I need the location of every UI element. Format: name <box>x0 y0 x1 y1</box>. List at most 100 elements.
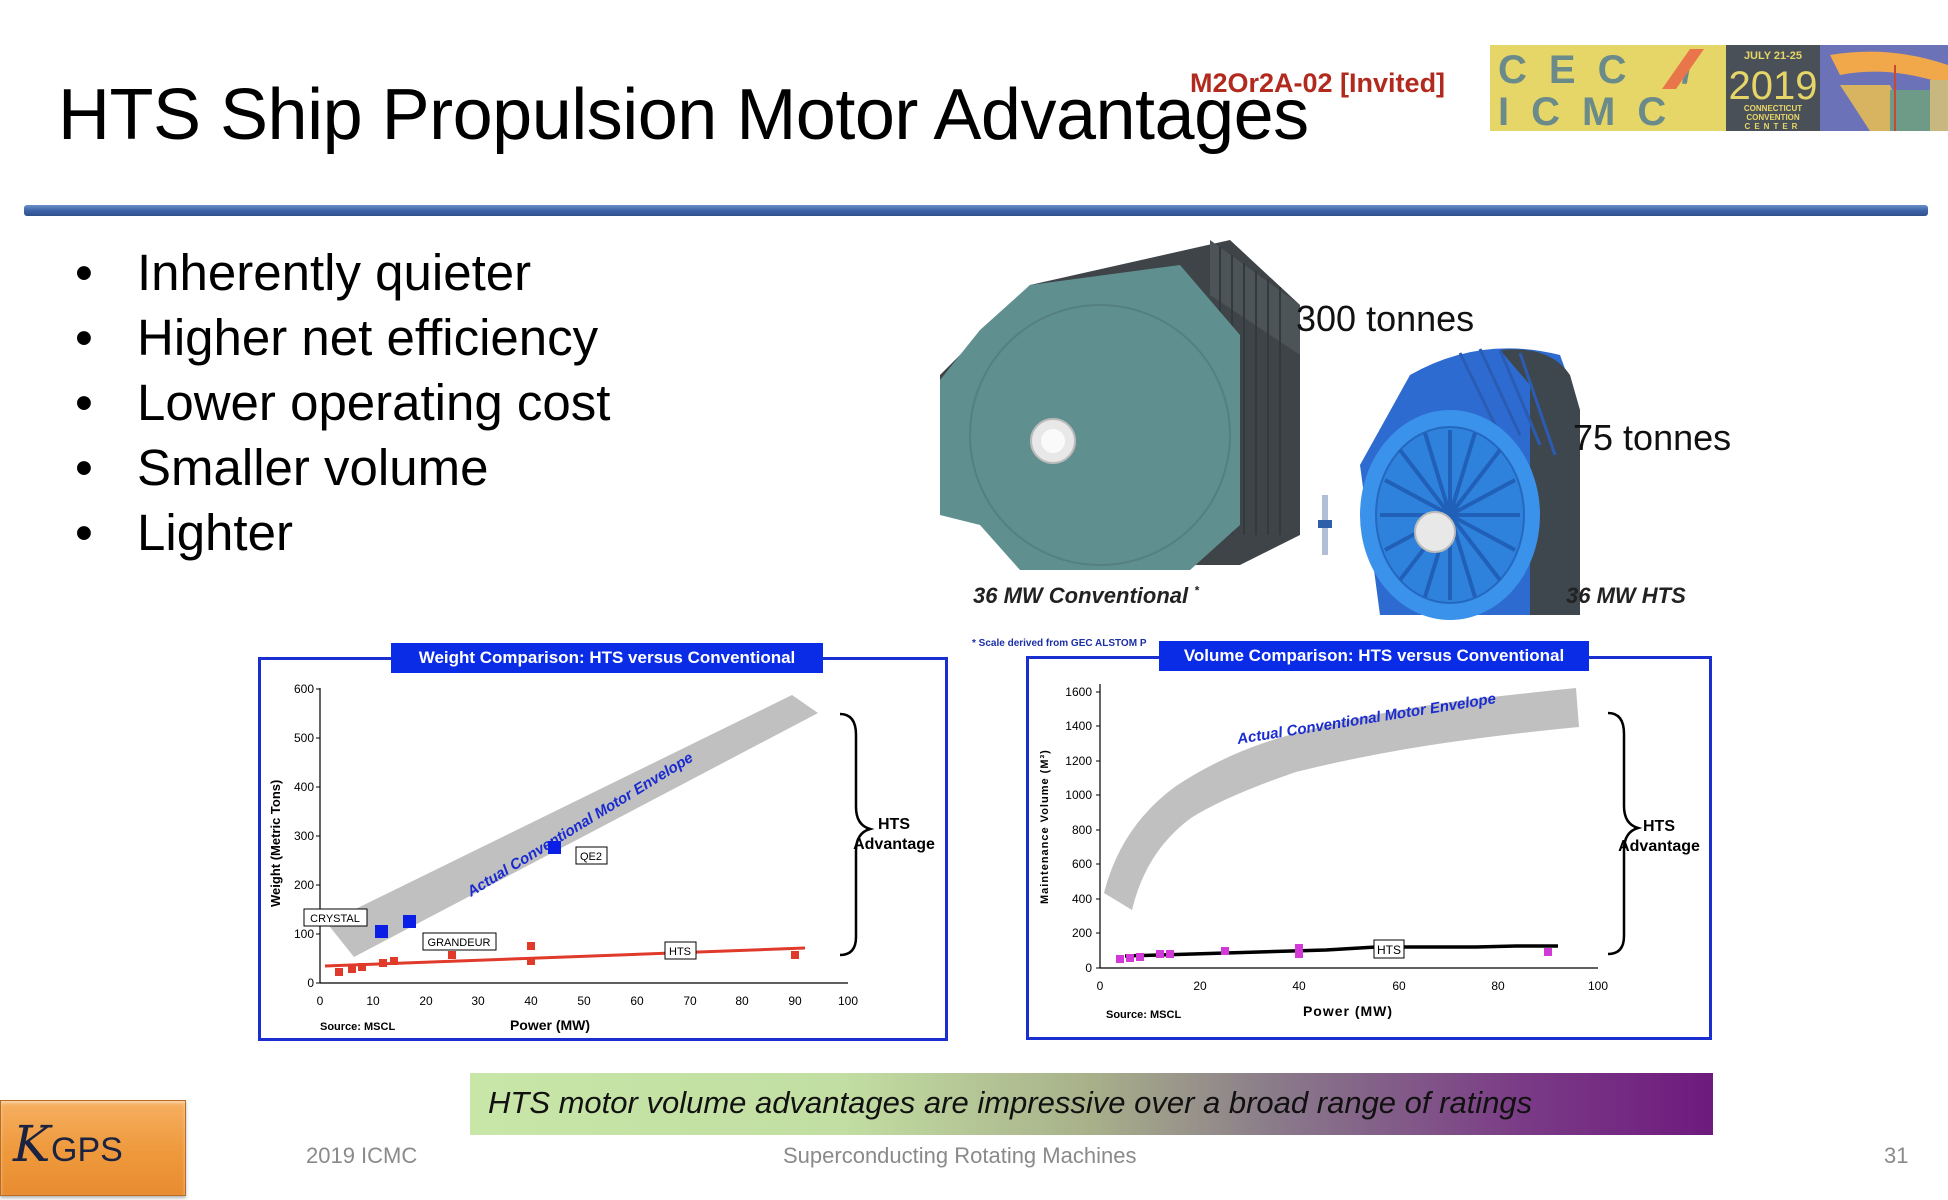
bullet-text: Higher net efficiency <box>137 309 599 366</box>
svg-text:200: 200 <box>1072 926 1092 940</box>
summary-text: HTS motor volume advantages are impressi… <box>488 1085 1533 1120</box>
svg-text:CRYSTAL: CRYSTAL <box>310 913 360 925</box>
svg-text:1600: 1600 <box>1065 685 1092 699</box>
x-axis-ticks: 0 20 40 60 80 100 <box>1097 979 1609 993</box>
bullet-text: Lower operating cost <box>137 374 611 431</box>
svg-text:HTS: HTS <box>878 816 910 833</box>
footer-conference: 2019 ICMC <box>306 1143 418 1168</box>
y-axis-label: Maintenance Volume (M³) <box>1039 749 1051 904</box>
weight-chart-title: Weight Comparison: HTS versus Convention… <box>391 643 823 673</box>
conference-logo: CEC / ICMC JULY 21-25 2019 CONNECTICUT C… <box>1490 45 1948 131</box>
hts-trendline <box>1124 944 1558 958</box>
slide-title: HTS Ship Propulsion Motor Advantages <box>58 75 1309 155</box>
svg-text:2019: 2019 <box>1729 64 1818 108</box>
session-code: M2Or2A-02 [Invited] <box>1190 68 1446 98</box>
svg-text:10: 10 <box>366 994 380 1008</box>
conventional-envelope-band <box>327 695 818 957</box>
bullet-item: • Smaller volume <box>75 435 610 500</box>
footer-title: Superconducting Rotating Machines <box>783 1143 1137 1168</box>
bullet-item: • Inherently quieter <box>75 240 610 305</box>
hts-advantage-brace <box>1607 711 1643 956</box>
svg-text:0: 0 <box>1097 979 1104 993</box>
hts-motor-image <box>1360 348 1580 620</box>
conventional-motor-image <box>940 240 1300 570</box>
conventional-envelope-band <box>1104 688 1579 910</box>
svg-text:600: 600 <box>294 682 314 696</box>
kgps-logo: K GPS <box>0 1100 186 1196</box>
svg-text:JULY 21-25: JULY 21-25 <box>1744 50 1802 62</box>
envelope-label: Actual Conventional Motor Envelope <box>463 749 696 901</box>
svg-text:300: 300 <box>294 829 314 843</box>
svg-text:0: 0 <box>307 976 314 990</box>
svg-text:CEC /: CEC / <box>1498 48 1715 92</box>
svg-text:600: 600 <box>1072 857 1092 871</box>
svg-text:HTS: HTS <box>669 946 691 958</box>
svg-text:400: 400 <box>1072 892 1092 906</box>
hts-points <box>1116 944 1552 963</box>
svg-text:100: 100 <box>1588 979 1608 993</box>
motor-comparison-illustration <box>940 240 1580 620</box>
svg-text:CONVENTION: CONVENTION <box>1746 113 1800 122</box>
conventional-motor-caption: 36 MW Conventional * <box>973 583 1199 608</box>
svg-text:80: 80 <box>735 994 749 1008</box>
svg-text:20: 20 <box>1193 979 1207 993</box>
y-axis-ticks: 0 200 400 600 800 1000 1200 1400 1600 <box>1065 685 1092 975</box>
bullet-text: Inherently quieter <box>137 244 532 301</box>
source-label: Source: MSCL <box>1106 1009 1181 1021</box>
svg-text:GRANDEUR: GRANDEUR <box>428 937 491 949</box>
svg-text:800: 800 <box>1072 823 1092 837</box>
svg-text:80: 80 <box>1491 979 1505 993</box>
bullet-marker: • <box>75 374 93 431</box>
svg-text:20: 20 <box>419 994 433 1008</box>
summary-banner: HTS motor volume advantages are impressi… <box>470 1073 1713 1135</box>
person-scale-figure <box>1318 495 1332 555</box>
volume-chart-title: Volume Comparison: HTS versus Convention… <box>1159 641 1589 671</box>
weight-chart-plot: Actual Conventional Motor Envelope 0 100… <box>268 682 935 1033</box>
svg-text:500: 500 <box>294 731 314 745</box>
svg-text:ICMC: ICMC <box>1498 90 1688 131</box>
svg-text:50: 50 <box>577 994 591 1008</box>
hts-weight-label: 75 tonnes <box>1573 417 1732 458</box>
svg-text:90: 90 <box>788 994 802 1008</box>
scale-footnote: * Scale derived from GEC ALSTOM P <box>972 638 1147 649</box>
svg-text:0: 0 <box>1085 961 1092 975</box>
bullet-item: • Higher net efficiency <box>75 305 610 370</box>
title-rule <box>24 205 1928 216</box>
x-axis-label: Power (MW) <box>1303 1003 1393 1019</box>
bullet-item: • Lower operating cost <box>75 370 610 435</box>
svg-text:400: 400 <box>294 780 314 794</box>
svg-text:0: 0 <box>317 994 324 1008</box>
conventional-points <box>375 841 561 938</box>
hts-trendline <box>324 946 806 968</box>
svg-text:60: 60 <box>630 994 644 1008</box>
svg-text:CONNECTICUT: CONNECTICUT <box>1744 104 1802 113</box>
conventional-weight-label: 300 tonnes <box>1296 298 1475 339</box>
bullet-marker: • <box>75 244 93 301</box>
x-axis-label: Power (MW) <box>510 1017 590 1033</box>
point-labels: CRYSTAL GRANDEUR QE2 HTS <box>303 846 697 960</box>
svg-text:30: 30 <box>471 994 485 1008</box>
hts-points <box>335 942 799 976</box>
svg-text:Advantage: Advantage <box>1618 838 1700 855</box>
svg-text:1000: 1000 <box>1065 788 1092 802</box>
svg-text:Advantage: Advantage <box>853 836 935 853</box>
svg-text:CENTER: CENTER <box>1745 122 1802 131</box>
svg-text:60: 60 <box>1392 979 1406 993</box>
y-axis-ticks: 0 100 200 300 400 500 600 <box>294 682 314 990</box>
svg-text:1400: 1400 <box>1065 719 1092 733</box>
bullet-text: Smaller volume <box>137 439 489 496</box>
svg-text:HTS: HTS <box>1377 943 1401 957</box>
hts-advantage-brace <box>839 712 875 957</box>
bullet-marker: • <box>75 504 93 561</box>
bullet-marker: • <box>75 309 93 366</box>
x-axis-ticks: 0 10 20 30 40 50 60 70 80 90 100 <box>317 994 859 1008</box>
svg-text:HTS: HTS <box>1643 818 1675 835</box>
svg-text:40: 40 <box>524 994 538 1008</box>
source-label: Source: MSCL <box>320 1021 395 1033</box>
svg-text:100: 100 <box>838 994 858 1008</box>
svg-text:200: 200 <box>294 878 314 892</box>
svg-text:70: 70 <box>683 994 697 1008</box>
page-number: 31 <box>1884 1143 1909 1168</box>
bullet-marker: • <box>75 439 93 496</box>
y-axis-label: Weight (Metric Tons) <box>268 780 283 907</box>
